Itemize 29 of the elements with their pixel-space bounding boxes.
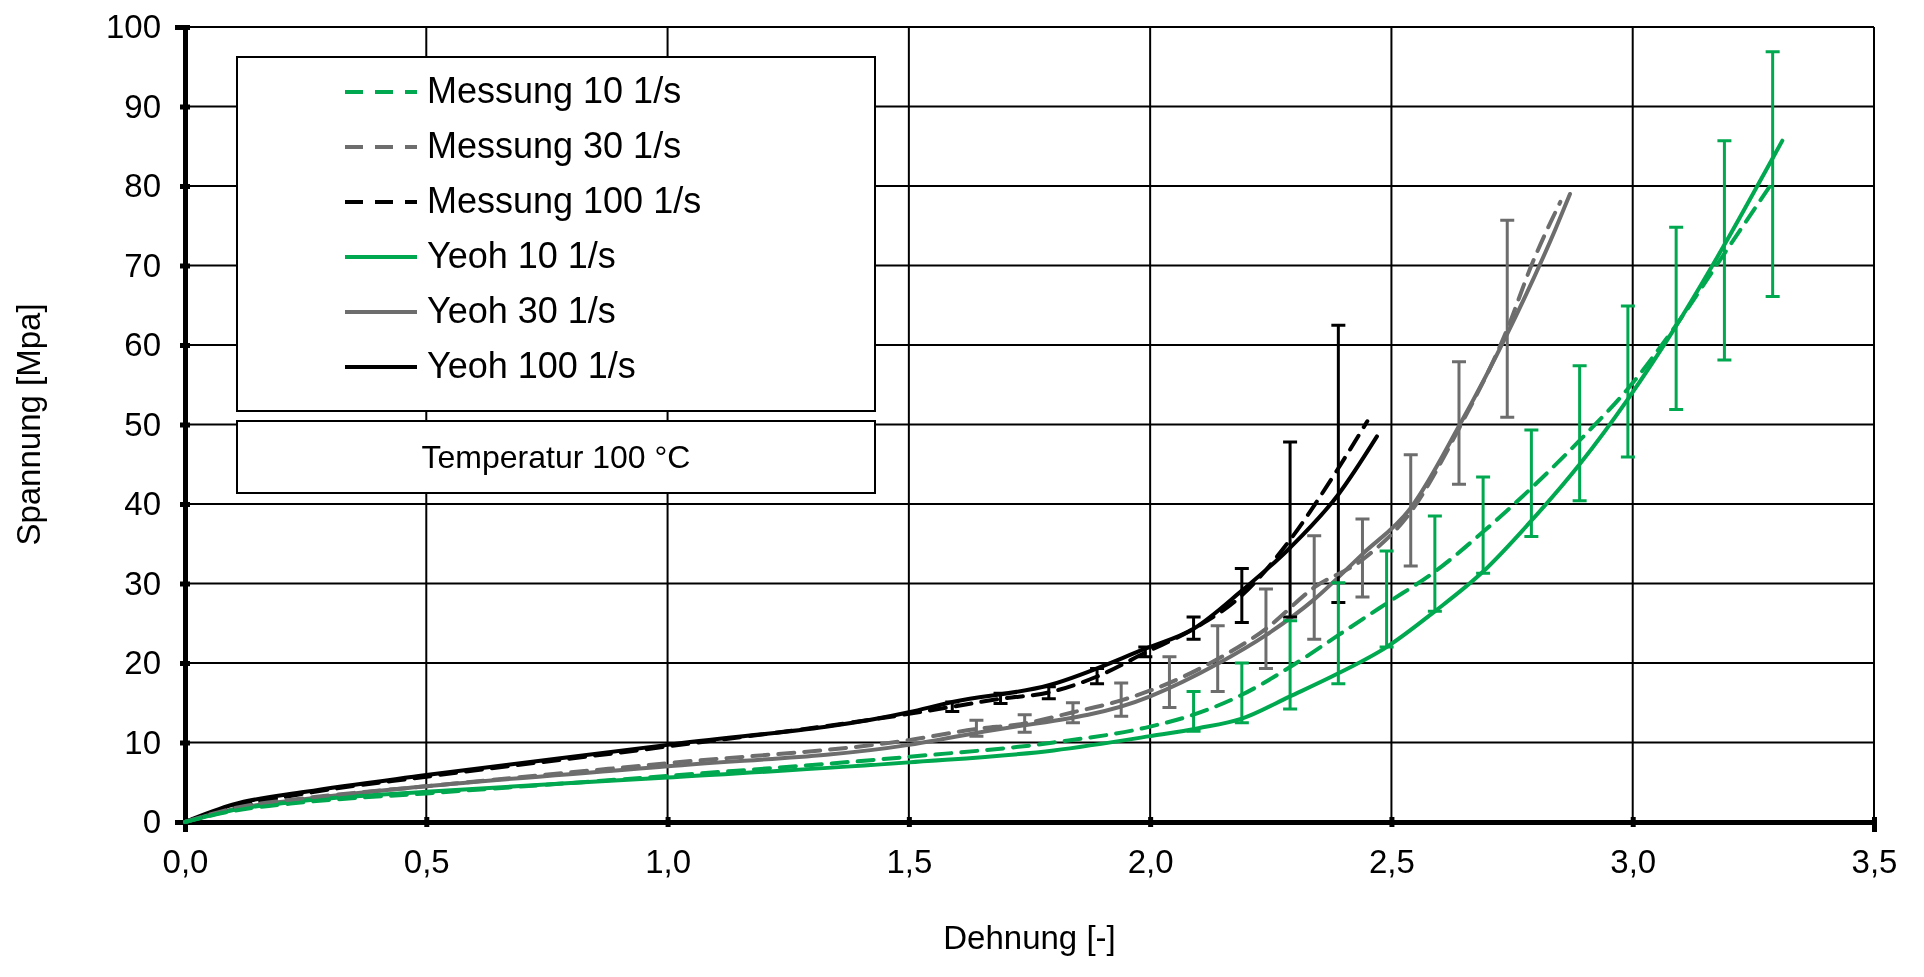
x-tick-label: 0,5 <box>403 843 450 881</box>
x-tick-label: 3,5 <box>1851 843 1898 881</box>
y-tick-label: 40 <box>124 485 161 523</box>
y-tick-label: 70 <box>124 246 161 284</box>
y-tick-label: 30 <box>124 564 161 602</box>
legend-label: Messung 100 1/s <box>427 180 702 221</box>
y-axis-title: Spannung [Mpa] <box>10 303 47 546</box>
x-axis-title: Dehnung [-] <box>943 919 1116 956</box>
legend-label: Yeoh 100 1/s <box>427 345 636 386</box>
y-tick-label: 20 <box>124 644 161 682</box>
y-tick-label: 10 <box>124 723 161 761</box>
y-tick-label: 90 <box>124 87 161 125</box>
annotation: Temperatur 100 °C <box>421 439 691 475</box>
legend-label: Yeoh 10 1/s <box>427 235 616 276</box>
legend-label: Messung 30 1/s <box>427 125 682 166</box>
x-tick-label: 1,5 <box>886 843 933 881</box>
y-tick-label: 0 <box>142 803 161 841</box>
x-tick-label: 2,0 <box>1127 843 1174 881</box>
y-tick-label: 50 <box>124 405 161 443</box>
legend-label: Yeoh 30 1/s <box>427 290 616 331</box>
legend-label: Messung 10 1/s <box>427 70 682 111</box>
x-tick-label: 1,0 <box>645 843 692 881</box>
y-tick-label: 60 <box>124 326 161 364</box>
x-tick-label: 3,0 <box>1610 843 1657 881</box>
y-tick-label: 80 <box>124 167 161 205</box>
note-box: Temperatur 100 °C <box>236 420 876 494</box>
x-tick-label: 2,5 <box>1368 843 1415 881</box>
y-tick-label: 100 <box>105 8 161 46</box>
x-tick-label: 0,0 <box>162 843 209 881</box>
